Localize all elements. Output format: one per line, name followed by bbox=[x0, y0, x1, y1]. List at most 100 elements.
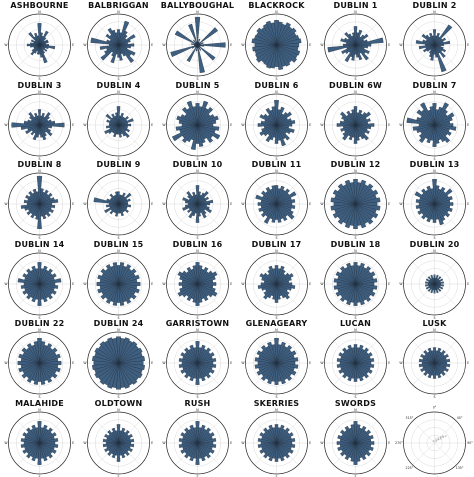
polar-bar bbox=[39, 268, 53, 284]
outer-ring bbox=[8, 13, 71, 77]
polar-plot: N S E W bbox=[83, 169, 153, 240]
polar-bar bbox=[355, 425, 367, 443]
angle-label: 225° bbox=[406, 466, 414, 470]
direction-label-north: N bbox=[117, 407, 120, 411]
polar-bar bbox=[39, 124, 43, 138]
polar-panel: BLACKROCK N S E W bbox=[237, 0, 316, 81]
polar-bar bbox=[259, 442, 277, 454]
polar-bar bbox=[421, 188, 435, 205]
direction-label-north: N bbox=[196, 248, 199, 252]
polar-bar bbox=[434, 44, 444, 46]
polar-bar bbox=[421, 203, 435, 220]
polar-plot: N S E W bbox=[4, 328, 74, 399]
polar-bar bbox=[197, 44, 205, 73]
polar-plot: N S E W bbox=[320, 10, 390, 81]
polar-plot: N S E W bbox=[241, 248, 311, 319]
polar-bar bbox=[37, 420, 42, 443]
polar-bar bbox=[355, 277, 378, 284]
polar-bar bbox=[355, 44, 370, 55]
polar-plot: N S E W bbox=[399, 328, 469, 399]
polar-bar bbox=[412, 124, 435, 131]
panel-title: SKERRIES bbox=[253, 398, 300, 408]
polar-bar bbox=[115, 32, 119, 46]
polar-bar bbox=[342, 124, 356, 140]
direction-label-south: S bbox=[275, 395, 277, 399]
polar-bar bbox=[260, 362, 277, 382]
outer-ring bbox=[403, 93, 466, 156]
angle-label: 270° bbox=[395, 441, 403, 445]
direction-label-south: S bbox=[38, 156, 40, 160]
polar-bar bbox=[184, 203, 198, 208]
direction-label-north: N bbox=[275, 10, 278, 14]
direction-label-south: S bbox=[275, 474, 277, 477]
polar-bar bbox=[37, 203, 42, 229]
polar-bar bbox=[178, 281, 198, 286]
polar-bar bbox=[118, 438, 135, 443]
polar-bar bbox=[197, 44, 202, 51]
polar-bar bbox=[355, 124, 365, 139]
direction-label-south: S bbox=[196, 474, 198, 477]
polar-bar bbox=[327, 44, 356, 53]
polar-bar bbox=[355, 183, 374, 205]
direction-label-south: S bbox=[117, 315, 119, 319]
polar-panel: OLDTOWN N S E W bbox=[79, 398, 158, 477]
direction-label-south: S bbox=[433, 395, 435, 399]
direction-label-south: S bbox=[196, 77, 198, 81]
polar-bar bbox=[109, 203, 119, 215]
polar-panel: DUBLIN 13 N S E W bbox=[395, 159, 474, 240]
direction-label-east: E bbox=[151, 441, 153, 445]
direction-label-west: W bbox=[320, 43, 324, 47]
polar-bar bbox=[274, 283, 279, 303]
polar-bar bbox=[26, 427, 40, 443]
panel-title: MALAHIDE bbox=[15, 398, 64, 408]
polar-bar bbox=[187, 203, 198, 214]
polar-bar bbox=[340, 442, 356, 456]
direction-label-west: W bbox=[241, 361, 245, 365]
panel-title: DUBLIN 3 bbox=[17, 80, 62, 90]
polar-bar bbox=[39, 277, 62, 284]
polar-bar bbox=[276, 203, 282, 223]
polar-bar bbox=[39, 431, 57, 443]
polar-bar bbox=[276, 44, 284, 70]
polar-bar bbox=[337, 203, 356, 225]
panel-title: DUBLIN 11 bbox=[251, 160, 302, 169]
direction-label-west: W bbox=[320, 123, 324, 127]
polar-bar bbox=[97, 283, 119, 293]
polar-bar bbox=[197, 202, 211, 206]
direction-label-north: N bbox=[38, 407, 41, 411]
direction-label-north: N bbox=[196, 328, 199, 332]
panel-title: DUBLIN 8 bbox=[17, 160, 62, 169]
direction-label-west: W bbox=[162, 282, 166, 286]
polar-plot: N S E W bbox=[320, 407, 390, 477]
polar-bar bbox=[18, 362, 40, 373]
polar-bar bbox=[115, 111, 119, 125]
direction-label-west: W bbox=[4, 43, 8, 47]
polar-bar bbox=[276, 276, 292, 284]
polar-bar bbox=[118, 124, 130, 138]
polar-bar bbox=[353, 124, 358, 144]
polar-panel: DUBLIN 11 N S E W bbox=[237, 159, 316, 240]
panel-title: DUBLIN 7 bbox=[412, 80, 457, 90]
direction-label-south: S bbox=[196, 236, 198, 240]
polar-panel: DUBLIN 20 N S E W bbox=[395, 239, 474, 320]
outer-ring bbox=[324, 252, 387, 315]
polar-bar bbox=[178, 442, 198, 448]
direction-label-west: W bbox=[320, 282, 324, 286]
polar-bar bbox=[355, 283, 365, 305]
polar-bar bbox=[177, 270, 198, 284]
polar-bar bbox=[186, 283, 198, 301]
angle-label: 0° bbox=[433, 405, 437, 409]
polar-bar bbox=[194, 194, 198, 205]
direction-label-west: W bbox=[241, 123, 245, 127]
polar-bar bbox=[107, 442, 119, 456]
polar-bar bbox=[186, 100, 198, 125]
polar-plot: N S E W bbox=[399, 10, 469, 81]
direction-label-north: N bbox=[354, 169, 357, 173]
polar-plot: N S E W bbox=[162, 169, 232, 240]
polar-bar bbox=[180, 431, 198, 443]
polar-bar bbox=[36, 35, 40, 46]
polar-bar bbox=[39, 442, 48, 461]
polar-panel: BALLYBOUGHAL N S E W bbox=[158, 0, 237, 81]
outer-ring bbox=[166, 93, 229, 156]
polar-bar bbox=[353, 203, 358, 229]
